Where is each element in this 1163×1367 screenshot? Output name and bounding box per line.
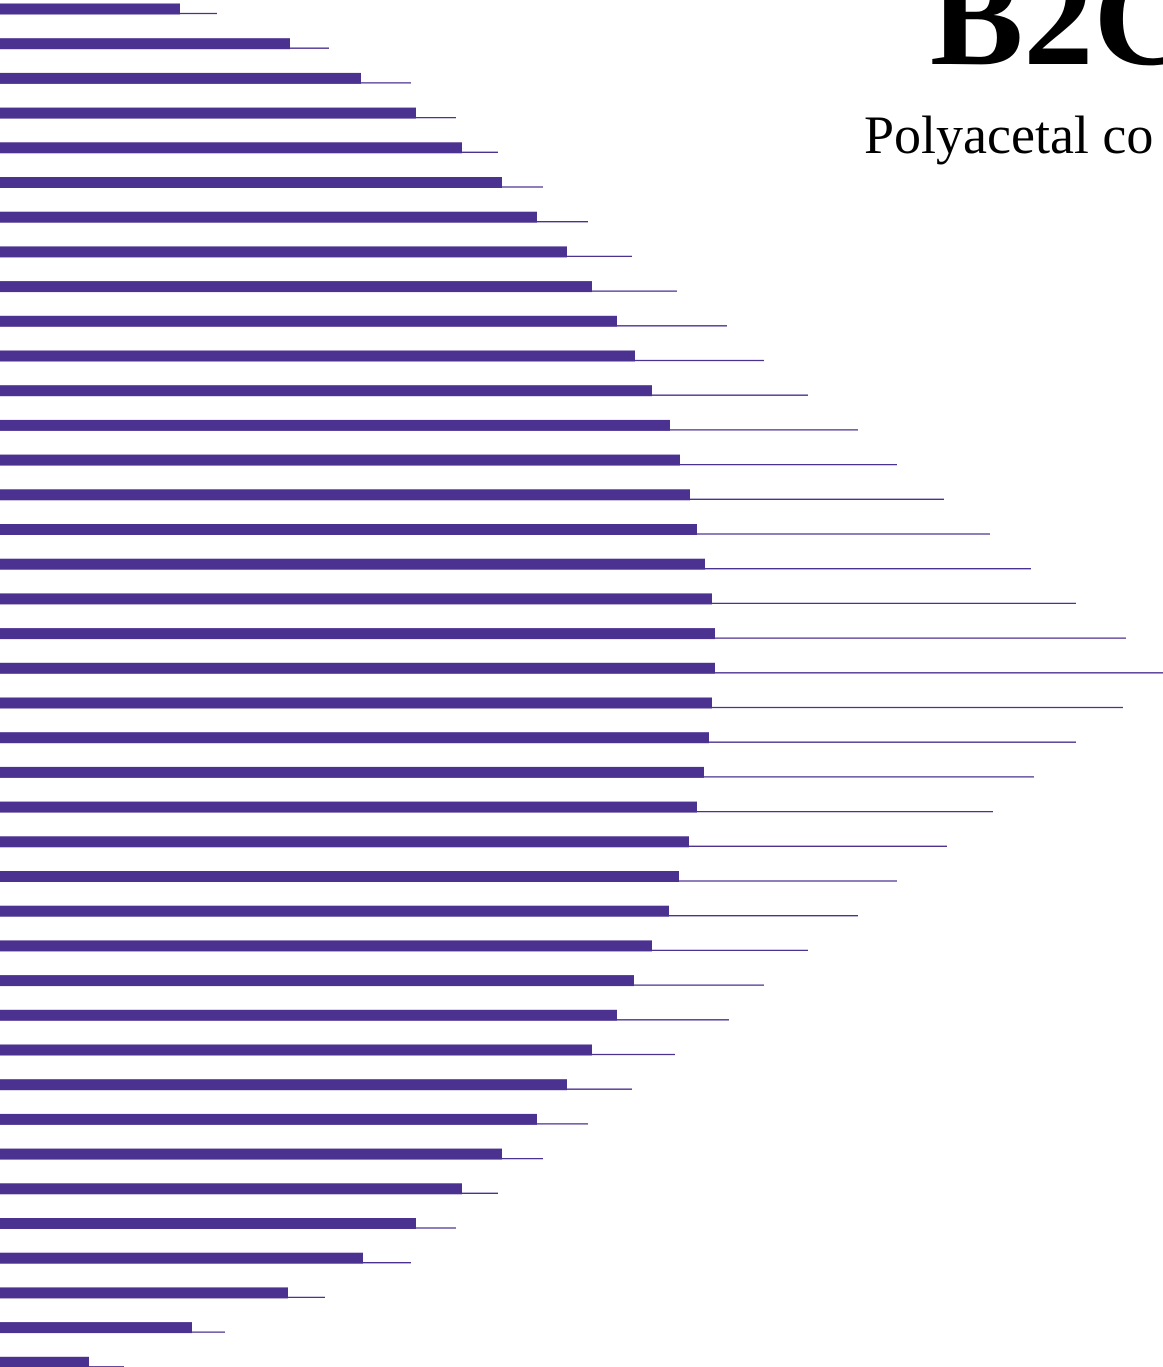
- pattern-bar: [0, 558, 705, 570]
- product-code-heading: B2C: [930, 0, 1163, 95]
- pattern-bar: [0, 211, 537, 223]
- pattern-bar: [0, 1356, 89, 1367]
- pattern-bar: [0, 419, 670, 431]
- pattern-bar: [0, 246, 567, 258]
- pattern-bar: [0, 1113, 537, 1125]
- pattern-bar: [0, 1218, 416, 1229]
- pattern-bar: [0, 1009, 617, 1021]
- pattern-bar: [0, 801, 697, 813]
- pattern-bar: [0, 1183, 462, 1195]
- pattern-bar: [0, 107, 416, 119]
- pattern-bar: [0, 836, 689, 848]
- pattern-bar: [0, 1079, 567, 1091]
- pattern-bar: [0, 732, 709, 744]
- pattern-bar: [0, 524, 697, 535]
- pattern-bar: [0, 350, 635, 362]
- pattern-bar: [0, 1148, 502, 1160]
- pattern-bar: [0, 697, 712, 709]
- pattern-bar: [0, 1287, 288, 1299]
- pattern-bar: [0, 385, 652, 397]
- pattern-bar: [0, 1044, 592, 1056]
- pattern-bar: [0, 142, 462, 154]
- pattern-bar: [0, 905, 669, 917]
- pattern-bar: [0, 281, 592, 293]
- pattern-bar: [0, 38, 290, 50]
- pattern-bar: [0, 1252, 363, 1264]
- pattern-bar: [0, 454, 680, 466]
- pattern-bar: [0, 940, 652, 952]
- pattern-bar: [0, 3, 180, 15]
- pattern-bar: [0, 766, 704, 778]
- pattern-bar: [0, 1322, 192, 1334]
- pattern-bar: [0, 628, 715, 640]
- product-subtitle: Polyacetal co: [864, 105, 1154, 165]
- pattern-bar: [0, 975, 634, 987]
- pattern-bar: [0, 72, 361, 84]
- pattern-bar: [0, 662, 715, 674]
- pattern-bar: [0, 871, 679, 882]
- pattern-bar: [0, 593, 712, 605]
- pattern-bar: [0, 177, 502, 188]
- pattern-bar: [0, 489, 690, 501]
- pattern-bar: [0, 315, 617, 327]
